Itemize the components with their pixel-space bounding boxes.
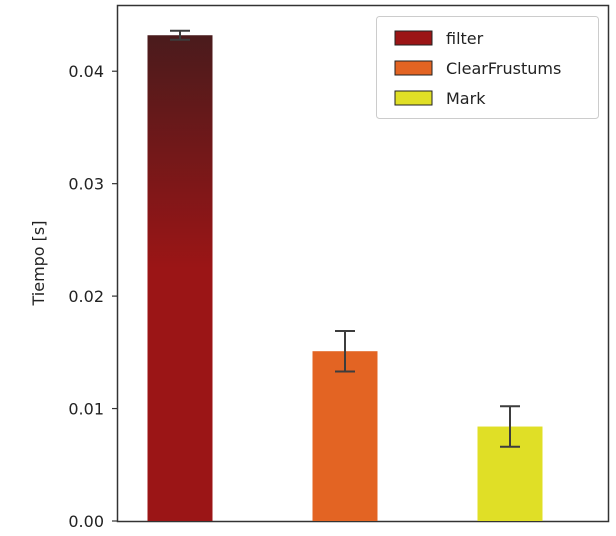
legend: filter ClearFrustums Mark [376,16,599,119]
plot-frame [116,4,610,523]
legend-swatch [394,60,433,76]
legend-swatch [394,30,433,46]
bar-filter [147,35,213,521]
y-tick-label: 0.01 [68,400,104,419]
legend-label: filter [446,29,484,48]
error-bar-filter [170,29,190,41]
y-tick-label: 0.02 [68,287,104,306]
y-tick-label: 0.04 [68,62,104,81]
error-bar-mark [500,405,520,448]
y-axis: 0.00 0.01 0.02 0.03 0.04 [68,62,118,531]
bar-clearfrustums [312,351,378,521]
y-tick-label: 0.03 [68,175,104,194]
y-axis-label: Tiempo [s] [29,220,48,306]
legend-entry-filter: filter [394,29,484,48]
error-bars [170,29,520,448]
legend-label: ClearFrustums [446,59,561,78]
error-bar-clearfrustums [335,329,355,373]
y-tick-label: 0.00 [68,512,104,531]
legend-label: Mark [446,89,486,108]
legend-swatch [394,90,433,106]
legend-entry-clearfrustums: ClearFrustums [394,59,561,78]
legend-entry-mark: Mark [394,89,486,108]
